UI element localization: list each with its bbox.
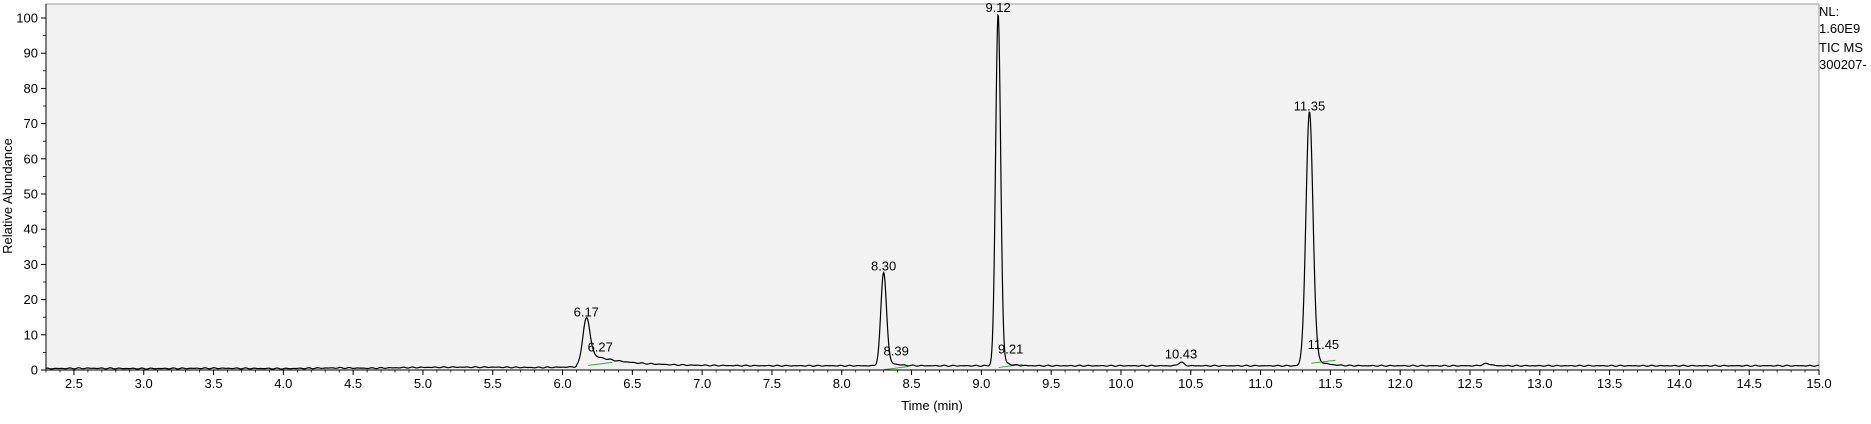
x-tick-label: 10.0 — [1108, 376, 1133, 391]
plot-area — [45, 3, 1820, 371]
x-tick-label: 7.0 — [693, 376, 711, 391]
x-tick-label: 12.5 — [1457, 376, 1482, 391]
peak-label: 11.45 — [1308, 337, 1340, 352]
tic-trace — [45, 13, 1820, 370]
integration-mark — [1311, 359, 1336, 364]
x-tick-label: 13.5 — [1597, 376, 1622, 391]
x-tick-label: 5.5 — [484, 376, 502, 391]
integration-mark — [884, 366, 909, 371]
y-axis-title: Relative Abundance — [0, 138, 15, 254]
x-tick-label: 15.0 — [1806, 376, 1831, 391]
y-tick-label: 10 — [24, 327, 38, 342]
integration-mark — [588, 361, 613, 366]
x-tick-label: 6.0 — [554, 376, 572, 391]
x-axis-title: Time (min) — [901, 398, 963, 413]
peak-label: 11.35 — [1294, 99, 1326, 114]
x-tick-label: 5.0 — [414, 376, 432, 391]
y-tick-label: 70 — [24, 116, 38, 131]
y-axis-ticks: 0 10 20 30 40 50 60 70 80 90 100 — [16, 11, 46, 378]
x-tick-label: 9.0 — [972, 376, 990, 391]
peak-label: 6.17 — [574, 304, 599, 319]
peak-label: 10.43 — [1165, 347, 1198, 362]
y-tick-label: 80 — [24, 81, 38, 96]
y-tick-label: 60 — [24, 151, 38, 166]
x-tick-label: 2.5 — [65, 376, 83, 391]
x-tick-label: 11.5 — [1318, 376, 1342, 391]
x-tick-label: 9.5 — [1042, 376, 1060, 391]
y-tick-label: 90 — [24, 46, 38, 61]
x-tick-label: 4.0 — [274, 376, 292, 391]
file-label: 300207- — [1819, 57, 1867, 72]
x-tick-label: 4.5 — [344, 376, 362, 391]
scan-label: TIC MS — [1819, 40, 1864, 55]
y-tick-label: 40 — [24, 222, 38, 237]
x-tick-label: 12.0 — [1388, 376, 1413, 391]
x-tick-label: 8.0 — [833, 376, 851, 391]
y-tick-label: 50 — [24, 187, 38, 202]
x-tick-label: 14.0 — [1667, 376, 1692, 391]
y-tick-label: 100 — [16, 11, 38, 26]
x-tick-label: 10.5 — [1178, 376, 1203, 391]
peak-label: 6.27 — [588, 339, 613, 354]
peak-label: 9.21 — [998, 341, 1023, 356]
x-tick-label: 7.5 — [763, 376, 781, 391]
x-tick-label: 3.5 — [204, 376, 222, 391]
y-tick-label: 20 — [24, 292, 38, 307]
y-tick-label: 30 — [24, 257, 38, 272]
x-axis-ticks: 2.5 3.0 3.5 4.0 4.5 5.0 5.5 6.0 6.5 7.0 7.5 8.0 8.5 9… — [45, 370, 1832, 391]
peak-label: 8.39 — [884, 344, 909, 359]
y-tick-label: 0 — [31, 363, 38, 378]
peak-labels: 6.17 6.27 8.30 8.39 9.12 9.21 10.43 11.35 11.45 — [574, 0, 1340, 362]
nl-value: 1.60E9 — [1819, 21, 1861, 36]
peak-label: 9.12 — [985, 0, 1010, 15]
x-tick-label: 13.0 — [1527, 376, 1552, 391]
x-tick-label: 3.0 — [135, 376, 153, 391]
peak-label: 8.30 — [871, 259, 896, 274]
x-tick-label: 8.5 — [903, 376, 921, 391]
x-tick-label: 11.0 — [1248, 376, 1272, 391]
nl-label: NL: — [1819, 4, 1840, 19]
x-tick-label: 14.5 — [1737, 376, 1762, 391]
integration-marks — [588, 359, 1336, 371]
x-tick-label: 6.5 — [623, 376, 641, 391]
